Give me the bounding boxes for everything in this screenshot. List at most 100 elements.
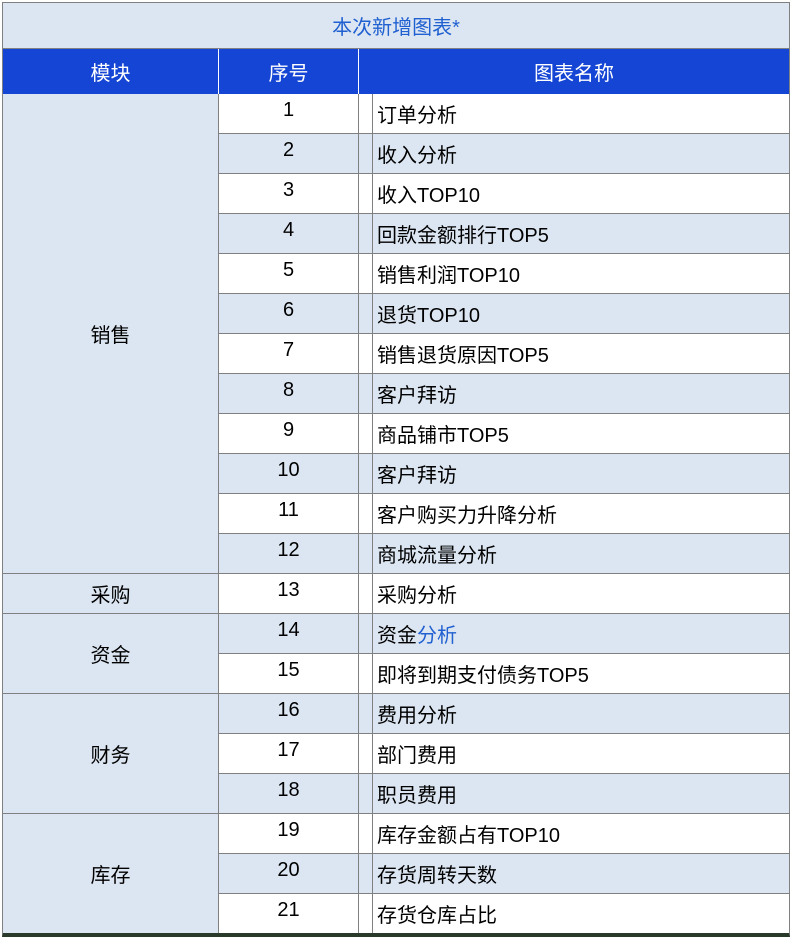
name-cell: 部门费用 (373, 734, 789, 773)
name-cell-wrap: 资金分析 (359, 614, 789, 653)
table-row: 15即将到期支付债务TOP5 (219, 653, 789, 693)
col-header-module: 模块 (3, 49, 219, 94)
name-cell: 费用分析 (373, 694, 789, 733)
name-cell-wrap: 存货仓库占比 (359, 894, 789, 933)
name-left-pad (359, 894, 373, 933)
name-cell: 收入分析 (373, 134, 789, 173)
table-row: 19 库存金额占有TOP10 (219, 814, 789, 853)
index-cell: 1 (219, 94, 359, 133)
index-cell: 6 (219, 294, 359, 333)
index-cell: 5 (219, 254, 359, 293)
name-cell-wrap: 部门费用 (359, 734, 789, 773)
name-left-pad (359, 814, 373, 853)
name-left-pad (359, 734, 373, 773)
index-cell: 8 (219, 374, 359, 413)
table-row: 2收入分析 (219, 133, 789, 173)
table-row: 4 回款金额排行TOP5 (219, 213, 789, 253)
name-cell-wrap: 订单分析 (359, 94, 789, 133)
name-cell: 客户拜访 (373, 454, 789, 493)
name-cell-wrap: 库存金额占有TOP10 (359, 814, 789, 853)
index-cell: 7 (219, 334, 359, 373)
module-cell: 销售 (3, 94, 219, 573)
name-left-pad (359, 534, 373, 573)
name-cell: 销售退货原因TOP5 (373, 334, 789, 373)
index-cell: 17 (219, 734, 359, 773)
name-part-link: 分析 (417, 625, 457, 647)
name-cell-wrap: 收入TOP10 (359, 174, 789, 213)
name-cell: 商品铺市TOP5 (373, 414, 789, 453)
name-cell-wrap: 销售利润TOP10 (359, 254, 789, 293)
index-cell: 21 (219, 894, 359, 933)
table-row: 7 销售退货原因TOP5 (219, 333, 789, 373)
index-cell: 9 (219, 414, 359, 453)
name-left-pad (359, 254, 373, 293)
name-left-pad (359, 174, 373, 213)
table-row: 20 存货周转天数 (219, 853, 789, 893)
col-header-name: 图表名称 (359, 49, 789, 94)
table-row: 8 客户拜访 (219, 373, 789, 413)
module-group: 库存19 库存金额占有TOP10 20 存货周转天数 21 存货仓库占比 (3, 813, 789, 933)
index-cell: 11 (219, 494, 359, 533)
module-rows: 13采购分析 (219, 574, 789, 613)
name-left-pad (359, 454, 373, 493)
name-cell-wrap: 销售退货原因TOP5 (359, 334, 789, 373)
table-row: 5 销售利润TOP10 (219, 253, 789, 293)
table-row: 16费用分析 (219, 694, 789, 733)
name-left-pad (359, 774, 373, 813)
name-cell: 销售利润TOP10 (373, 254, 789, 293)
table-row: 18职员费用 (219, 773, 789, 813)
name-left-pad (359, 414, 373, 453)
table-row: 13采购分析 (219, 574, 789, 613)
table-row: 10 客户拜访 (219, 453, 789, 493)
name-cell: 商城流量分析 (373, 534, 789, 573)
name-left-pad (359, 214, 373, 253)
name-cell-wrap: 收入分析 (359, 134, 789, 173)
table-row: 1 订单分析 (219, 94, 789, 133)
name-cell: 客户拜访 (373, 374, 789, 413)
table-row: 3收入TOP10 (219, 173, 789, 213)
name-left-pad (359, 294, 373, 333)
col-header-index: 序号 (219, 49, 359, 94)
name-cell-wrap: 客户拜访 (359, 454, 789, 493)
index-cell: 19 (219, 814, 359, 853)
name-cell-wrap: 采购分析 (359, 574, 789, 613)
name-cell: 存货周转天数 (373, 854, 789, 893)
name-cell: 存货仓库占比 (373, 894, 789, 933)
index-cell: 10 (219, 454, 359, 493)
name-left-pad (359, 334, 373, 373)
name-cell-wrap: 回款金额排行TOP5 (359, 214, 789, 253)
module-cell: 采购 (3, 574, 219, 613)
name-cell: 库存金额占有TOP10 (373, 814, 789, 853)
index-cell: 12 (219, 534, 359, 573)
name-left-pad (359, 574, 373, 613)
name-cell: 回款金额排行TOP5 (373, 214, 789, 253)
table-row: 6退货TOP10 (219, 293, 789, 333)
table-row: 12 商城流量分析 (219, 533, 789, 573)
module-group: 采购13采购分析 (3, 573, 789, 613)
name-left-pad (359, 374, 373, 413)
name-cell: 即将到期支付债务TOP5 (373, 654, 789, 693)
name-left-pad (359, 694, 373, 733)
table-row: 9 商品铺市TOP5 (219, 413, 789, 453)
module-rows: 16费用分析17 部门费用18职员费用 (219, 694, 789, 813)
module-group: 销售1 订单分析2收入分析3收入TOP104 回款金额排行TOP5 5 销售利润TOP1… (3, 94, 789, 573)
name-left-pad (359, 134, 373, 173)
name-cell-wrap: 费用分析 (359, 694, 789, 733)
module-group: 财务16费用分析17 部门费用18职员费用 (3, 693, 789, 813)
module-cell: 财务 (3, 694, 219, 813)
index-cell: 14 (219, 614, 359, 653)
name-left-pad (359, 94, 373, 133)
name-cell-wrap: 退货TOP10 (359, 294, 789, 333)
table-row: 17 部门费用 (219, 733, 789, 773)
name-left-pad (359, 614, 373, 653)
table-body: 销售1 订单分析2收入分析3收入TOP104 回款金额排行TOP5 5 销售利润TOP1… (3, 94, 789, 933)
index-cell: 20 (219, 854, 359, 893)
index-cell: 4 (219, 214, 359, 253)
table-caption: 本次新增图表* (3, 3, 789, 49)
name-cell: 订单分析 (373, 94, 789, 133)
module-cell: 库存 (3, 814, 219, 933)
name-cell: 职员费用 (373, 774, 789, 813)
name-cell-wrap: 客户购买力升降分析 (359, 494, 789, 533)
chart-list-table: 本次新增图表* 模块 序号 图表名称 销售1 订单分析2收入分析3收入TOP104… (2, 2, 790, 937)
module-group: 资金14资金分析15即将到期支付债务TOP5 (3, 613, 789, 693)
